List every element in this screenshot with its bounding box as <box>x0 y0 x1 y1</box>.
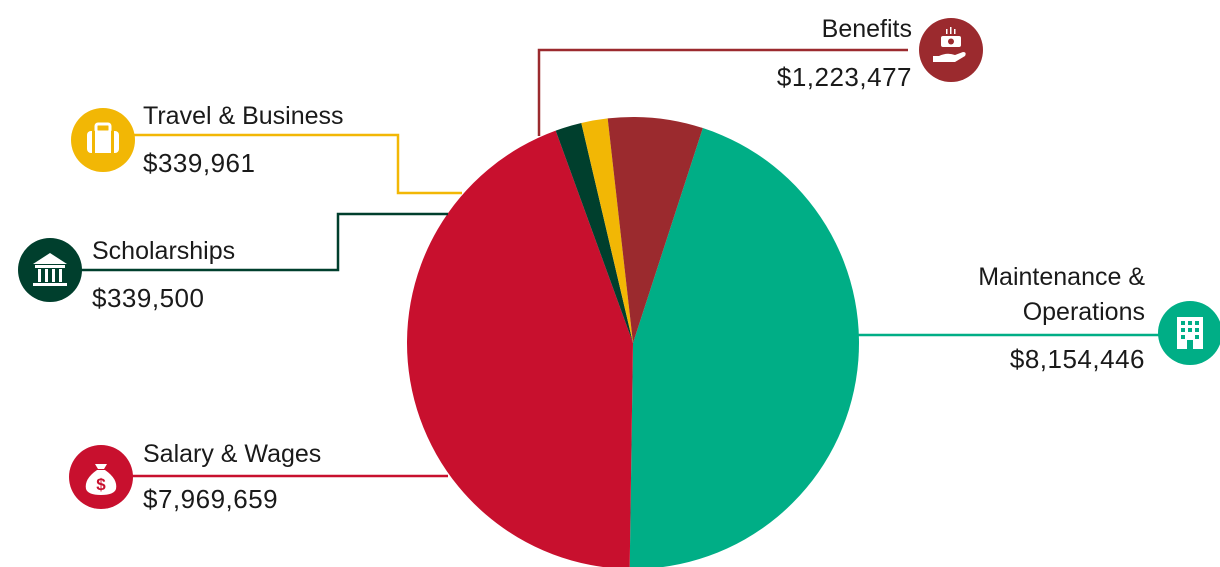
pie-slice-travel-business <box>581 118 633 344</box>
slice-label-maintenance-line2: Operations <box>1022 298 1145 326</box>
pie-slices <box>407 117 859 567</box>
money-bag-icon: $ <box>69 445 133 509</box>
hand-holding-cash-icon <box>919 18 983 82</box>
leader-line-scholarships <box>72 212 448 272</box>
slice-value-benefits: $1,223,477 <box>776 62 912 92</box>
pie-slice-salary-wages <box>407 130 633 567</box>
leader-line-travel <box>118 133 462 195</box>
pie-slice-maintenance-operations <box>629 128 859 567</box>
slice-label-scholarships: Scholarships <box>92 237 236 265</box>
slice-label-travel: Travel & Business <box>143 102 344 130</box>
pie-slice-scholarships <box>555 122 633 343</box>
slice-value-travel: $339,961 <box>143 148 256 178</box>
slice-value-salary: $7,969,659 <box>143 484 279 514</box>
slice-label-maintenance-line1: Maintenance & <box>978 263 1145 291</box>
slice-value-scholarships: $339,500 <box>92 283 205 313</box>
slice-label-benefits: Benefits <box>821 15 912 43</box>
slice-value-maintenance: $8,154,446 <box>1009 344 1145 374</box>
svg-text:$: $ <box>96 475 106 494</box>
briefcase-icon <box>71 108 135 172</box>
slice-label-salary: Salary & Wages <box>143 440 322 468</box>
bank-building-icon <box>18 238 82 302</box>
pie-slice-benefits <box>607 117 703 343</box>
leader-line-benefits <box>537 48 908 136</box>
office-building-icon <box>1158 301 1220 365</box>
